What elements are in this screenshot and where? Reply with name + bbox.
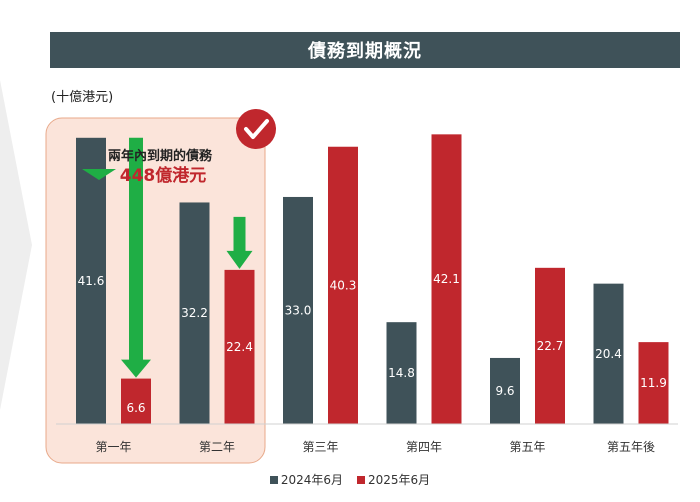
data-label-2025-2: 22.4 (226, 340, 253, 354)
check-icon (236, 109, 276, 149)
legend-swatch-2025 (357, 475, 365, 484)
data-label-2025-5: 22.7 (537, 339, 564, 353)
bar-2024-6 (593, 283, 624, 424)
page-title: 債務到期概況 (50, 32, 680, 68)
highlight-label: 兩年內到期的債務 (108, 148, 213, 164)
bar-2025-3 (328, 146, 358, 424)
legend-label-2024: 2024年6月 (280, 473, 343, 487)
data-label-2025-1: 6.6 (126, 401, 145, 415)
down-arrow-icon (226, 216, 253, 269)
unit-label: (十億港元) (51, 90, 114, 105)
bar-2024-5 (490, 357, 520, 424)
data-label-2025-6: 11.9 (640, 376, 667, 390)
down-arrow-icon (121, 137, 151, 378)
bar-2024-1 (76, 137, 106, 425)
bar-2024-2 (179, 202, 210, 424)
data-label-2024-5: 9.6 (495, 384, 514, 398)
left-chevron-decoration (0, 80, 32, 410)
x-tick-label-4: 第四年 (406, 440, 442, 454)
bar-2024-4 (386, 322, 417, 424)
x-tick-label-5: 第五年 (509, 440, 545, 454)
legend: 2024年6月 2025年6月 (0, 471, 700, 488)
x-tick-label-1: 第一年 (95, 440, 131, 454)
data-label-2024-1: 41.6 (78, 274, 105, 288)
bar-2025-5 (535, 267, 565, 424)
x-tick-label-2: 第二年 (199, 440, 235, 454)
x-tick-label-3: 第三年 (302, 440, 338, 454)
bar-2025-4 (431, 134, 462, 425)
down-triangle-icon (82, 169, 116, 180)
highlight-amount: 448億港元 (120, 165, 207, 186)
bar-2025-1 (121, 378, 151, 424)
x-tick-label-6: 第五年後 (607, 440, 655, 454)
data-label-2024-4: 14.8 (388, 366, 415, 380)
bar-2025-2 (224, 269, 255, 424)
bar-2025-6 (638, 342, 669, 424)
data-label-2025-4: 42.1 (433, 272, 460, 286)
data-label-2024-2: 32.2 (181, 306, 208, 320)
legend-item-2024: 2024年6月 (269, 471, 343, 488)
bar-chart: 41.6 6.6 32.2 22.4 33.0 40.3 14.8 42.1 9.6 22.7 20… (45, 109, 678, 464)
check-badge (236, 109, 276, 149)
bar-2024-3 (283, 196, 313, 424)
legend-item-2025: 2025年6月 (357, 471, 430, 488)
data-label-2024-6: 20.4 (595, 347, 622, 361)
data-label-2024-3: 33.0 (285, 303, 312, 317)
legend-label-2025: 2025年6月 (368, 473, 431, 487)
legend-swatch-2024 (269, 475, 278, 484)
data-label-2025-3: 40.3 (330, 278, 357, 292)
